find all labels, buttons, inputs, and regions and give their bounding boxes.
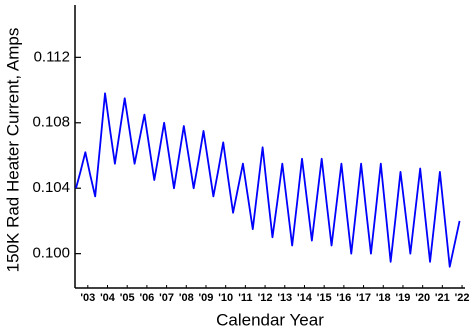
y-axis-title: 150K Rad Heater Current, Amps xyxy=(3,28,22,273)
x-tick-label: '16 xyxy=(336,292,351,304)
x-tick-label: '17 xyxy=(356,292,371,304)
x-axis-title: Calendar Year xyxy=(216,310,324,329)
x-tick-label: '05 xyxy=(120,292,135,304)
x-tick-label: '13 xyxy=(277,292,292,304)
x-tick-label: '15 xyxy=(317,292,332,304)
y-tick-label: 0.104 xyxy=(32,179,70,196)
x-tick-label: '03 xyxy=(80,292,95,304)
data-line xyxy=(75,92,461,268)
x-tick-label: '18 xyxy=(376,292,391,304)
x-tick-label: '20 xyxy=(415,292,430,304)
x-tick-label: '12 xyxy=(258,292,273,304)
x-tick-label: '07 xyxy=(159,292,174,304)
x-tick-label: '21 xyxy=(435,292,450,304)
x-tick-label: '14 xyxy=(297,292,313,304)
x-tick-label: '22 xyxy=(455,292,470,304)
x-tick-label: '04 xyxy=(100,292,116,304)
x-tick-label: '06 xyxy=(139,292,154,304)
y-tick-label: 0.112 xyxy=(34,48,70,65)
y-tick-label: 0.100 xyxy=(32,245,70,262)
x-tick-label: '08 xyxy=(179,292,194,304)
x-tick-label: '10 xyxy=(218,292,233,304)
x-tick-label: '19 xyxy=(396,292,411,304)
x-tick-label: '11 xyxy=(238,292,252,304)
y-tick-label: 0.108 xyxy=(32,114,70,131)
x-tick-label: '09 xyxy=(199,292,214,304)
